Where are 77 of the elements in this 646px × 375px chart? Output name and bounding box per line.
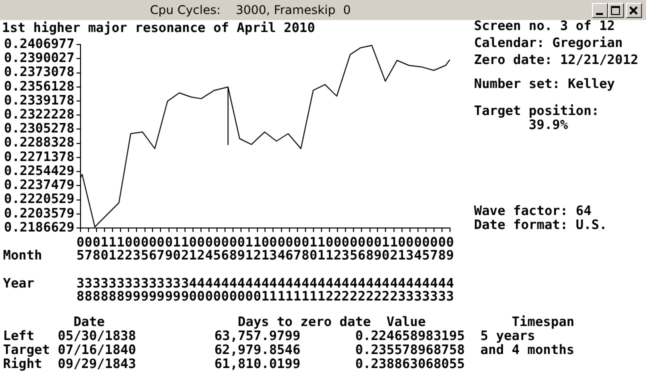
x-tick-label: 0842 [366,235,374,304]
x-tick-label: 0743 [430,235,438,304]
text: Calendar: Gregorian [474,36,623,51]
x-tick-label: 0242 [334,235,342,304]
chart-subtitle: Cpu Cycles: 3000, Frameskip 0 [150,3,351,17]
text: Date Days to zero date Value Timespan [72,315,574,330]
y-tick-label: 0.2288328 [4,136,75,151]
x-tick-label: 1039 [172,235,181,304]
x-tick-label: 0341 [269,235,278,304]
x-tick-label: 0542 [350,235,358,304]
x-tick-label: 0339 [132,235,141,304]
x-tick-label: 0342 [342,235,350,304]
x-tick-label: 1239 [181,235,190,304]
text: Zero date: 12/21/2012 [474,53,638,68]
y-tick-label: 0.2339178 [4,93,75,108]
text: Number set: Kelley [474,77,615,92]
text: Screen no. 3 of 12 [474,19,615,34]
x-tick-label: 1042 [382,235,390,304]
x-tick-label: 0142 [326,235,334,304]
x-tick-label: 1138 [108,235,117,304]
y-tick-label: 0.2186629 [4,220,74,236]
text: Left 05/30/1838 63,757.9799 0.224658983195 5 years [3,329,536,344]
y-tick-label: 0.2322228 [4,108,75,123]
x-tick-label: 0838 [92,235,101,304]
x-tick-label: 0639 [148,235,157,304]
x-tick-label: 0940 [237,235,246,304]
y-tick-label: 0.2254429 [4,164,74,179]
y-tick-label: 0.2390027 [4,51,74,66]
x-tick-label: 0738 [84,235,92,304]
x-tick-label: 0140 [189,235,198,304]
x-tick-label: 0640 [221,235,230,304]
text: Wave factor: 64 [474,204,592,219]
x-tick-label: 1141 [317,235,326,304]
x-tick-label: 0440 [205,235,214,304]
x-tick-label: 0841 [302,235,310,304]
chart-title: 1st higher major resonance of April 2010 [2,21,316,36]
y-tick-label: 0.2203579 [4,206,74,222]
x-tick-label: 1038 [100,235,109,304]
x-tick-label: 0741 [293,235,302,304]
x-tick-label: 0739 [156,235,165,304]
y-tick-label: 0.2220529 [4,192,74,208]
y-tick-label: 0.2373078 [4,65,75,80]
x-tick-label: 0143 [398,235,406,304]
text: Target position: [474,104,600,119]
x-axis-title: Month [3,248,42,264]
x-tick-label: 0840 [229,235,238,304]
x-tick-label: 0939 [164,235,173,304]
x-tick-label: 0641 [285,235,294,304]
x-tick-label: 1240 [253,235,262,304]
x-tick-label: 0443 [414,235,422,304]
x-tick-label: 0942 [374,235,382,304]
text: Right 09/29/1843 61,810.0199 0.238863068055 [3,357,465,372]
y-tick-label: 0.2271378 [4,150,75,165]
x-tick-label: 0441 [277,235,286,304]
y-tick-label: 0.2237479 [4,178,74,194]
x-tick-label: 0943 [446,235,454,304]
x-tick-label: 1041 [309,235,318,304]
x-tick-label: 1140 [245,235,254,304]
x-tick-label: 0642 [358,235,366,304]
y-tick-label: 0.2406977 [4,36,74,52]
text: Target 07/16/1840 62,979.8546 0.235578968758 and 4 months [3,343,574,358]
x-tick-label: 0538 [76,235,85,304]
x-tick-label: 0543 [422,235,430,304]
x-tick-label: 0843 [438,235,446,304]
text: 39.9% [528,118,568,133]
x-tick-label: 0239 [124,235,133,304]
x-tick-label: 0240 [196,235,205,304]
y-tick-label: 0.2305278 [4,122,75,137]
x-tick-label: 0141 [261,235,270,304]
x-tick-label: 0540 [213,235,222,304]
y-tick-label: 0.2356128 [4,79,75,94]
x-tick-label: 1238 [116,235,125,304]
text: Date format: U.S. [474,218,608,233]
x-tick-label: 1242 [390,235,398,304]
x-tick-label: 0343 [406,235,414,304]
text: Year [3,276,34,292]
x-tick-label: 0539 [140,235,149,304]
